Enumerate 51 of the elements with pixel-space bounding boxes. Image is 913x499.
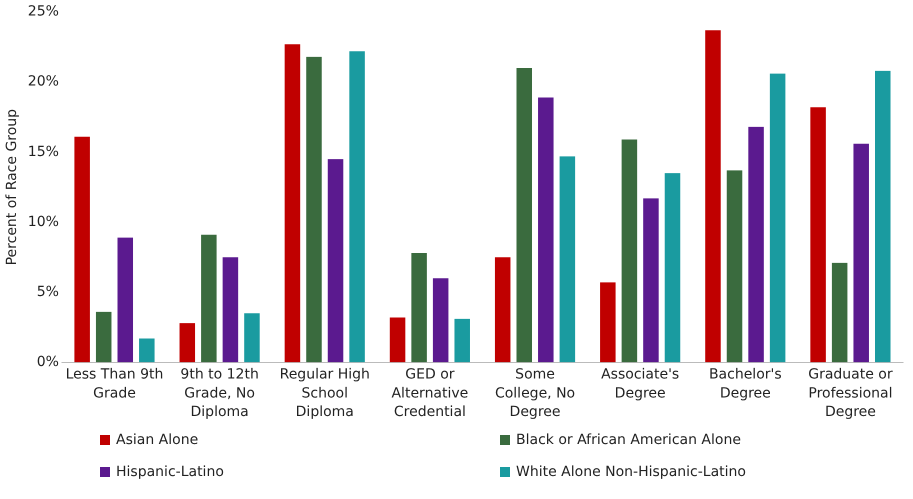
bar — [328, 159, 344, 362]
bar — [622, 140, 638, 362]
x-tick-label: Less Than 9th Grade — [66, 366, 164, 402]
bar — [748, 126, 764, 362]
bar — [832, 262, 848, 362]
bar — [538, 97, 554, 362]
x-tick-label: Associate's Degree — [601, 366, 680, 402]
bar — [180, 323, 196, 362]
bar — [201, 234, 217, 362]
x-tick-label: GED or Alternative Credential — [391, 366, 468, 420]
bar — [705, 30, 721, 362]
bar — [810, 107, 826, 362]
bar — [411, 253, 427, 362]
bar — [770, 74, 786, 362]
y-tick-label: 15% — [28, 144, 59, 160]
bar — [432, 278, 448, 362]
bar — [74, 136, 90, 362]
y-tick-label: 0% — [36, 354, 59, 370]
y-tick-label: 25% — [28, 4, 59, 20]
x-tick-label: Bachelor's Degree — [708, 366, 782, 402]
bar — [516, 68, 532, 362]
bar — [284, 44, 300, 362]
bar — [853, 144, 869, 362]
legend-label: Black or African American Alone — [516, 432, 741, 448]
legend-label: White Alone Non-Hispanic-Latino — [516, 464, 746, 480]
bar — [222, 257, 238, 362]
bar — [96, 312, 112, 362]
x-tick-label: Regular High School Diploma — [280, 366, 370, 420]
y-tick-label: 5% — [36, 284, 59, 300]
bar — [390, 317, 406, 362]
bar — [494, 257, 510, 362]
bar — [244, 313, 260, 362]
legend-label: Hispanic-Latino — [116, 464, 224, 480]
y-axis-title: Percent of Race Group — [4, 108, 20, 266]
legend-label: Asian Alone — [116, 432, 198, 448]
x-tick-label: 9th to 12th Grade, No Diploma — [180, 366, 259, 420]
bar — [664, 173, 680, 362]
bar — [726, 170, 742, 362]
y-tick-label: 20% — [28, 74, 59, 90]
x-tick-label: Graduate or Professional Degree — [808, 366, 893, 420]
y-tick-label: 10% — [28, 214, 59, 230]
bar — [139, 338, 155, 362]
bar — [643, 198, 659, 362]
bar — [454, 318, 470, 362]
bar — [600, 282, 616, 362]
x-tick-label: Some College, No Degree — [494, 366, 576, 420]
bar — [349, 51, 365, 362]
bar — [560, 156, 576, 362]
bar — [118, 238, 134, 362]
bar — [306, 56, 322, 362]
bar — [875, 70, 891, 362]
